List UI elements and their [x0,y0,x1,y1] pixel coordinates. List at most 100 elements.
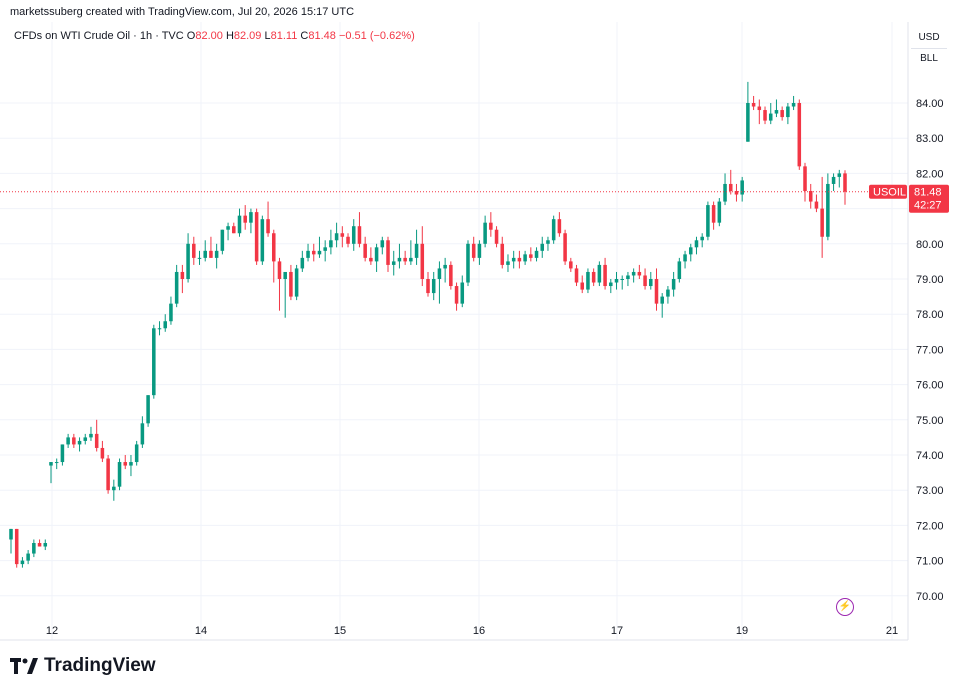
candle [266,201,270,237]
open-value: 82.00 [195,30,223,42]
candle [94,419,99,452]
candle [763,106,767,125]
candle-body [780,110,784,118]
candle [631,268,636,283]
candle [323,240,327,262]
candle-body [500,243,505,265]
candle [243,205,247,230]
candle [711,201,716,230]
candle [477,240,482,265]
candle-body [54,462,59,464]
candle [797,99,802,170]
price-axis[interactable]: 70.00 71.00 72.00 73.00 74.00 75.00 76.00 77.00… [916,98,944,603]
candle [386,236,390,272]
candle [397,243,402,269]
candle-body [654,279,659,304]
candle [329,229,333,255]
candle-body [517,257,522,262]
candle [9,528,13,554]
candle-body [32,543,36,554]
candle [180,264,185,294]
candle [831,173,836,191]
candle-body [340,233,345,237]
price-tick-label: 77.00 [916,344,944,356]
candle-body [506,261,510,265]
candle [220,229,225,255]
candles [9,81,847,568]
high-value: 82.09 [233,30,262,42]
unit-label[interactable]: BLL [920,53,938,64]
candle [597,261,602,287]
candle-body [454,286,459,304]
candle [694,236,699,255]
candle [66,433,70,448]
change-value: −0.51 (−0.62%) [338,30,415,42]
candle [603,257,607,290]
chart-credit: marketssuberg created with TradingView.c… [10,6,354,18]
candle [843,170,847,205]
candle-body [209,250,213,258]
candle-body [591,271,596,283]
candle-body [306,250,310,258]
time-tick-label: 14 [195,625,207,637]
candle [414,229,419,265]
price-tick-label: 79.00 [916,274,944,286]
time-axis[interactable]: 12 14 15 16 17 19 21 [46,625,898,637]
currency-label[interactable]: USD [918,32,940,43]
candle-body [837,173,842,177]
candle-body [254,212,259,262]
candle-body [494,229,499,244]
candle-body [386,240,390,265]
symbol-description[interactable]: CFDs on WTI Crude Oil · 1h · TVC [14,30,184,42]
candle-body [192,243,196,258]
candle [129,455,133,477]
price-tick-label: 82.00 [916,168,944,180]
close-value: 81.48 [308,30,336,42]
candle [351,219,356,251]
candle-body [20,560,25,565]
candle [77,437,82,452]
candle-body [563,233,567,262]
ohlc-legend[interactable]: CFDs on WTI Crude Oil · 1h · TVC O82.00 … [14,30,415,42]
candle [106,455,110,494]
candle-body [134,444,139,463]
candle [49,462,53,484]
candle-body [637,271,642,276]
candle-body [820,208,824,237]
candle [569,257,573,272]
candle [426,271,430,297]
candle [466,240,470,287]
candle-body [609,282,613,287]
candle [688,243,693,262]
price-tick-label: 75.00 [916,415,944,427]
tradingview-logo-icon [10,658,38,674]
candle-body [511,257,516,262]
candle-body [420,243,425,279]
price-tick-label: 78.00 [916,309,944,321]
tradingview-logo[interactable]: TradingView [10,655,156,677]
candle-body [237,215,242,234]
high-label: H [225,30,234,42]
candle [334,222,339,248]
candle-body [374,247,379,262]
candle-body [60,444,65,463]
credit-text: marketssuberg created with TradingView.c… [10,6,355,18]
candle [117,458,122,491]
candle [580,275,585,294]
lightning-icon[interactable]: ⚡ [836,598,854,616]
candle-body [186,243,190,279]
candle-body [334,233,339,241]
candle-body [163,321,168,329]
candle [506,254,510,272]
candle [152,324,156,399]
candle [374,243,379,272]
candle [72,433,76,448]
candle [226,222,230,241]
candle [249,208,253,234]
currency-unit-selector[interactable]: USD BLL [911,28,947,69]
candle [54,458,59,470]
candle-body [94,433,99,448]
candle [460,275,465,308]
candle [534,247,539,262]
